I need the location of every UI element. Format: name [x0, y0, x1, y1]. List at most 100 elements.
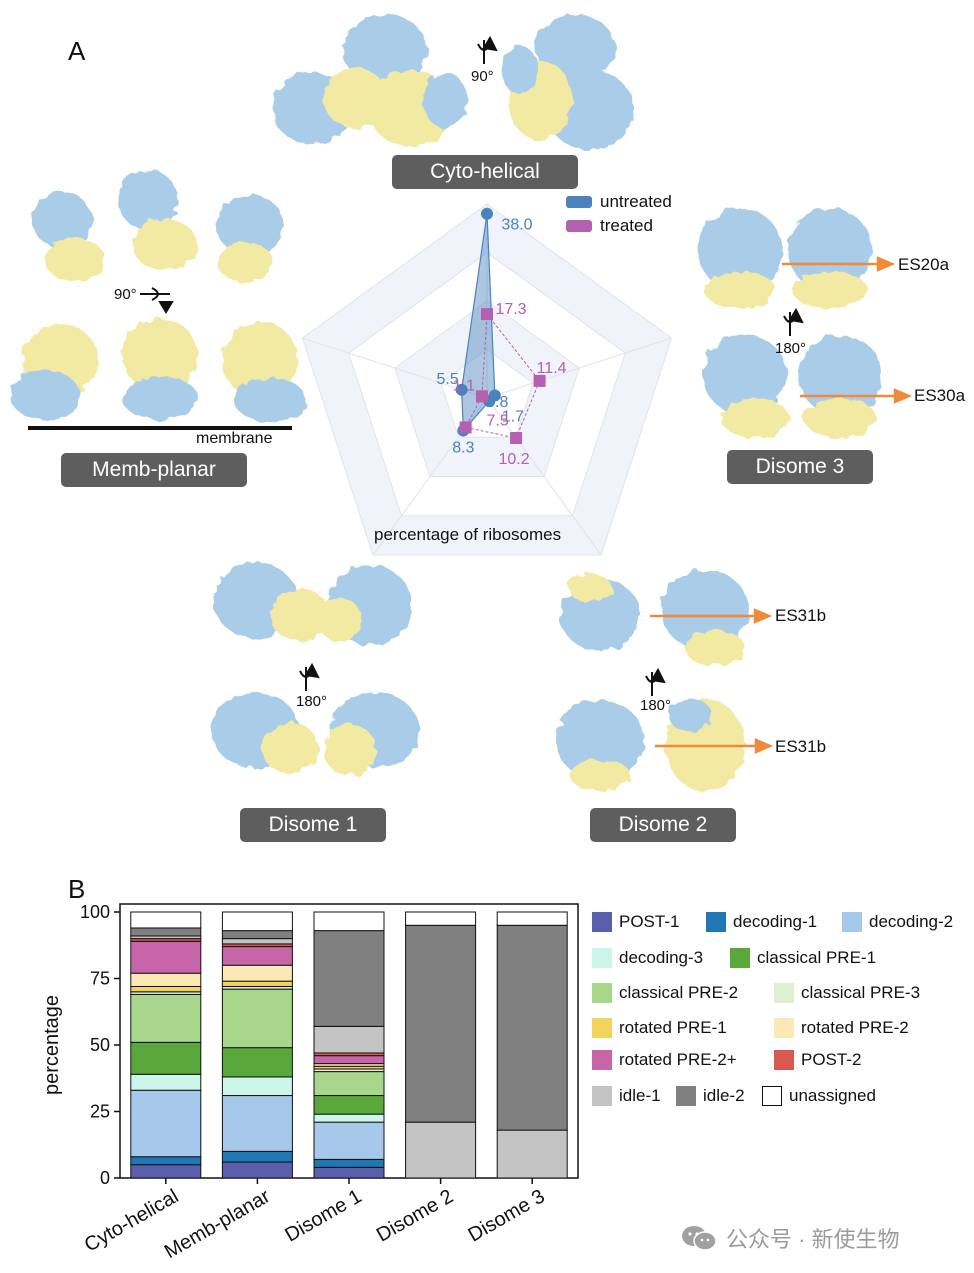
legend-label: classical PRE-2	[619, 983, 739, 1002]
legend-label: classical PRE-3	[801, 983, 921, 1002]
legend-swatch	[842, 912, 862, 932]
bar-segment-classical-pre-1	[130, 1041, 202, 1075]
bar-segment-unassigned	[405, 911, 477, 926]
radar-legend-untreated: untreated	[566, 192, 672, 212]
legend-swatch	[592, 948, 612, 968]
bar-segment-idle-1	[405, 1121, 477, 1179]
y-tick-label: 75	[90, 969, 110, 989]
bar-legend-item: idle-1	[592, 1086, 661, 1106]
bar-segment-unassigned	[496, 911, 568, 926]
bar-segment-post-1	[221, 1161, 293, 1179]
memb-planar-ribosomes-bottom	[10, 319, 306, 422]
disome2-ribosomes-bottom	[556, 699, 745, 791]
y-tick-label: 25	[90, 1102, 110, 1122]
legend-swatch	[774, 983, 794, 1003]
radar-value-label: 10.2	[499, 451, 530, 468]
radar-value-label: 11.4	[537, 360, 567, 377]
legend-swatch	[774, 1018, 794, 1038]
legend-label: decoding-2	[869, 912, 954, 931]
bar-segment-unassigned	[130, 911, 202, 929]
legend-label: POST-1	[619, 912, 680, 931]
radar-axis-spoke	[486, 397, 602, 556]
rotation-label-disome1: 180°	[296, 693, 328, 710]
bar-segment-post-1	[130, 1164, 202, 1179]
rotation-label-memb: 90°	[114, 286, 137, 303]
radar-value-label: 5.5	[437, 371, 459, 388]
legend-label: unassigned	[789, 1086, 876, 1105]
es20a-label: ES20a	[898, 255, 950, 274]
bar-segment-decoding-2	[221, 1095, 293, 1152]
watermark: 公众号 · 新使生物	[680, 1222, 900, 1254]
es31b-top-label: ES31b	[775, 606, 827, 625]
bar-segment-rotated-pre-1	[221, 980, 293, 987]
bar-legend-item: classical PRE-1	[730, 948, 876, 968]
bar-legend-item: idle-2	[676, 1086, 745, 1106]
radar-xlabel: percentage of ribosomes	[374, 525, 562, 544]
radar-series-treated	[464, 312, 541, 439]
bar-segment-idle-2	[313, 930, 385, 1027]
bar-legend-item: POST-2	[774, 1050, 861, 1070]
label-cyto-helical: Cyto-helical	[392, 155, 578, 189]
bar-segment-rotated-pre-1	[130, 985, 202, 993]
legend-swatch	[592, 1050, 612, 1070]
radar-value-label: 1.7	[502, 408, 524, 425]
cyto-helical-ribosome-right	[502, 14, 634, 150]
stacked-bar-chart: 0255075100percentageCyto-helicalMemb-pla…	[41, 902, 579, 1263]
bar-segment-idle-1	[496, 1129, 568, 1179]
es31b-bottom-label: ES31b	[775, 737, 827, 756]
legend-swatch	[592, 1018, 612, 1038]
bar-legend-item: decoding-1	[706, 912, 817, 932]
legend-swatch	[730, 948, 750, 968]
x-tick-label: Disome 3	[465, 1185, 549, 1246]
membrane-label: membrane	[196, 430, 273, 447]
bar-segment-decoding-3	[313, 1113, 385, 1123]
treated-swatch	[566, 220, 592, 232]
disome1-ribosomes-top	[213, 562, 412, 645]
legend-label: rotated PRE-2+	[619, 1050, 737, 1069]
rotation-label-disome3: 180°	[775, 340, 807, 357]
bar-segment-classical-pre-1	[221, 1047, 293, 1078]
radar-value-label: 8.3	[452, 440, 474, 457]
rotation-label-disome2: 180°	[640, 697, 672, 714]
label-disome1: Disome 1	[240, 808, 386, 842]
legend-swatch	[592, 983, 612, 1003]
bar-segment-decoding-2	[313, 1121, 385, 1160]
legend-label: idle-2	[703, 1086, 745, 1105]
radar-axis-spoke	[486, 337, 672, 399]
bar-legend-item: decoding-2	[842, 912, 953, 932]
label-memb-planar: Memb-planar	[61, 453, 247, 487]
bar-legend-item: rotated PRE-1	[592, 1018, 727, 1038]
radar-point-treated	[533, 374, 546, 387]
bar-segment-unassigned	[313, 911, 385, 932]
legend-label: decoding-1	[733, 912, 818, 931]
legend-label: rotated PRE-2	[801, 1018, 909, 1037]
radar-legend-treated: treated	[566, 216, 653, 236]
bar-legend-item: classical PRE-3	[774, 983, 920, 1003]
bar-legend-item: decoding-3	[592, 948, 703, 968]
radar-value-label: 17.3	[495, 301, 526, 318]
bar-segment-classical-pre-2	[130, 993, 202, 1043]
bar-segment-rotated-pre-2-	[221, 946, 293, 966]
bar-segment-idle-1	[221, 938, 293, 945]
y-tick-label: 0	[100, 1168, 110, 1188]
bar-segment-idle-2	[221, 930, 293, 940]
label-disome3: Disome 3	[727, 450, 873, 484]
legend-swatch	[592, 1086, 612, 1106]
legend-label: idle-1	[619, 1086, 661, 1105]
radar-point-treated	[510, 432, 523, 445]
y-tick-label: 50	[90, 1035, 110, 1055]
radar-legend-treated-label: treated	[600, 216, 653, 235]
radar-point-treated	[459, 421, 472, 434]
bar-segment-rotated-pre-2	[130, 972, 202, 987]
legend-label: rotated PRE-1	[619, 1018, 727, 1037]
label-disome2: Disome 2	[590, 808, 736, 842]
bar-segment-rotated-pre-2-	[313, 1055, 385, 1065]
x-tick-label: Disome 2	[373, 1185, 457, 1246]
disome2-ribosomes-top	[560, 570, 749, 666]
cyto-helical-ribosome-left	[272, 14, 467, 146]
bar-legend-item: rotated PRE-2+	[592, 1050, 737, 1070]
bar-segment-rotated-pre-2	[221, 964, 293, 982]
radar-chart: 38.0 1.70.8 8.3 5.5 17.3 11.4 10.2 7.5 1.1	[301, 203, 673, 556]
es-arrows	[650, 256, 913, 754]
radar-point-treated	[475, 390, 488, 403]
